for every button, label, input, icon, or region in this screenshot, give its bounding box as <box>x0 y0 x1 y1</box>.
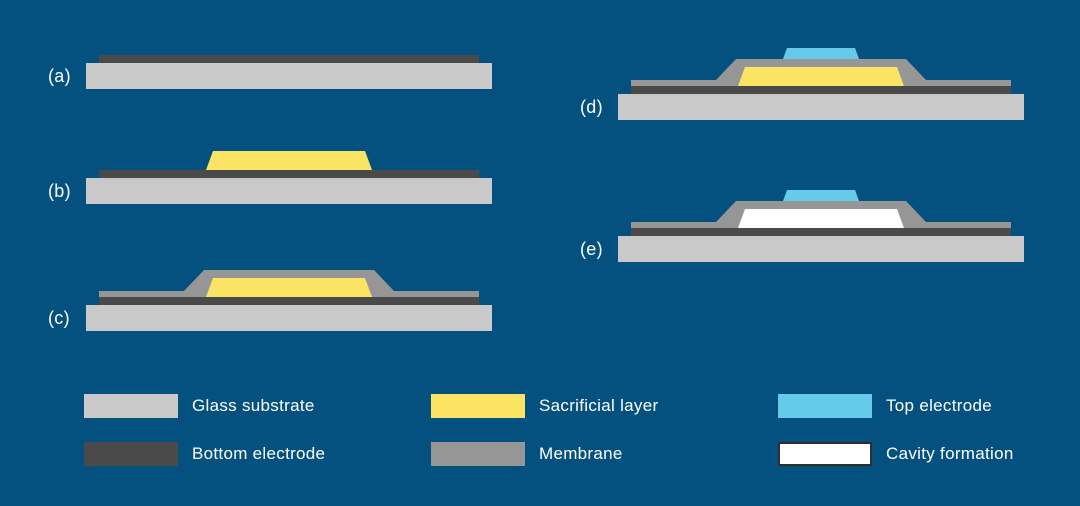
step-label-a: (a) <box>48 66 71 86</box>
top-electrode-legend-label: Top electrode <box>886 396 992 415</box>
glass-substrate-layer <box>86 178 492 204</box>
step-label-b: (b) <box>48 181 71 201</box>
glass-substrate-legend-label: Glass substrate <box>192 396 315 415</box>
bottom-electrode-layer <box>99 297 479 305</box>
top-electrode-layer <box>783 48 859 59</box>
glass-substrate-layer <box>86 63 492 89</box>
sacrificial-layer-layer <box>738 67 904 86</box>
bottom-electrode-layer <box>631 228 1011 236</box>
top-electrode-swatch <box>778 394 872 418</box>
sacrificial-layer-layer <box>206 278 372 297</box>
bottom-electrode-swatch <box>84 442 178 466</box>
step-label-e: (e) <box>580 239 603 259</box>
sacrificial-layer-legend-label: Sacrificial layer <box>539 396 659 415</box>
glass-substrate-layer <box>618 236 1024 262</box>
step-c-cross-section <box>86 270 492 331</box>
top-electrode-layer <box>783 190 859 201</box>
membrane-legend-label: Membrane <box>539 444 623 463</box>
cavity-formation-swatch <box>778 442 872 466</box>
step-b-cross-section <box>86 151 492 204</box>
bottom-electrode-layer <box>99 170 479 178</box>
membrane-swatch <box>431 442 525 466</box>
sacrificial-layer-layer <box>206 151 372 170</box>
glass-substrate-layer <box>86 305 492 331</box>
step-e-cross-section <box>618 190 1024 262</box>
step-label-c: (c) <box>48 308 70 328</box>
bottom-electrode-layer <box>631 86 1011 94</box>
cavity-formation-layer <box>738 209 904 228</box>
cavity-formation-legend-label: Cavity formation <box>886 444 1014 463</box>
glass-substrate-layer <box>618 94 1024 120</box>
step-a-cross-section <box>86 55 492 89</box>
bottom-electrode-legend-label: Bottom electrode <box>192 444 326 463</box>
step-d-cross-section <box>618 48 1024 120</box>
glass-substrate-swatch <box>84 394 178 418</box>
bottom-electrode-layer <box>99 55 479 63</box>
step-label-d: (d) <box>580 97 603 117</box>
sacrificial-layer-swatch <box>431 394 525 418</box>
